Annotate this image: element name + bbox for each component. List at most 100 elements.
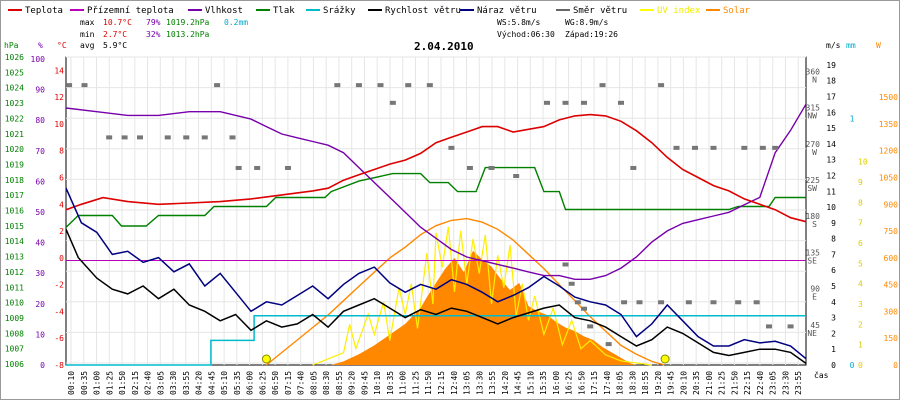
wind-direction-point xyxy=(636,300,643,305)
time-tick-label: 11:25 xyxy=(412,371,421,395)
wind-direction-point xyxy=(235,165,242,170)
wind-direction-point xyxy=(334,83,341,88)
legend-label-vlhkost: Vlhkost xyxy=(205,6,243,16)
uv-tick-label: 3 xyxy=(858,300,863,309)
wind-direction-point xyxy=(137,135,143,140)
time-tick-label: 20:35 xyxy=(692,371,701,395)
wind-direction-point xyxy=(562,262,569,267)
stats-avg-label: avg xyxy=(80,41,95,50)
direction-degree-label: 45 xyxy=(810,321,820,330)
solar-tick-label: 600 xyxy=(884,254,899,263)
time-tick-label: 23:55 xyxy=(794,371,803,395)
series-teplota xyxy=(65,113,807,223)
time-tick-label: 07:15 xyxy=(284,371,293,395)
wind-tick-label: 15 xyxy=(826,124,836,133)
time-tick-label: 13:05 xyxy=(463,371,472,395)
pressure-tick-label: 1009 xyxy=(5,314,24,323)
temperature-tick-label: 8 xyxy=(59,147,64,156)
wind-direction-point xyxy=(787,324,794,329)
wind-direction-point xyxy=(753,300,760,305)
wind-tick-label: 7 xyxy=(831,250,836,259)
wind-direction-point xyxy=(568,281,575,286)
direction-compass-label: NE xyxy=(807,329,817,338)
time-tick-label: 15:35 xyxy=(539,371,548,395)
series-tlak xyxy=(65,166,806,228)
wind-direction-point xyxy=(513,174,520,179)
wind-direction-point xyxy=(285,165,291,170)
solar-tick-label: 1200 xyxy=(879,147,898,156)
pressure-tick-label: 1008 xyxy=(5,329,24,338)
stats-max-label: max xyxy=(80,18,95,27)
temperature-tick-label: 4 xyxy=(59,200,64,209)
pressure-tick-label: 1013 xyxy=(5,253,24,262)
time-tick-label: 03:55 xyxy=(182,371,191,395)
time-tick-label: 11:00 xyxy=(399,371,408,395)
sun-marker xyxy=(660,354,670,364)
rain-tick-label: 0 xyxy=(850,361,855,370)
humidity-tick-label: 80 xyxy=(35,116,45,125)
solar-tick-label: 1050 xyxy=(879,174,898,183)
time-tick-label: 06:25 xyxy=(258,371,267,395)
time-tick-label: 01:00 xyxy=(93,371,102,395)
time-tick-label: 23:30 xyxy=(782,371,791,395)
pressure-tick-label: 1007 xyxy=(5,345,24,354)
uv-tick-label: 10 xyxy=(858,158,868,167)
time-tick-label: 10:10 xyxy=(373,371,382,395)
wind-direction-point xyxy=(426,83,433,88)
time-tick-label: 16:25 xyxy=(565,371,574,395)
pressure-tick-label: 1017 xyxy=(5,191,24,200)
pressure-tick-label: 1020 xyxy=(5,145,24,154)
time-tick-label: 08:05 xyxy=(309,371,318,395)
humidity-tick-label: 40 xyxy=(35,239,45,248)
wind-tick-label: 6 xyxy=(831,266,836,275)
grid xyxy=(65,56,807,366)
temperature-tick-label: 2 xyxy=(59,227,64,236)
time-tick-label: 04:45 xyxy=(207,371,216,395)
wind-tick-label: 0 xyxy=(831,361,836,370)
time-tick-label: 08:55 xyxy=(335,371,344,395)
pressure-tick-label: 1016 xyxy=(5,207,24,216)
time-tick-label: 03:05 xyxy=(156,371,165,395)
uv-tick-label: 9 xyxy=(858,178,863,187)
time-tick-label: 02:15 xyxy=(131,371,140,395)
legend-label-tlak: Tlak xyxy=(273,6,295,16)
humidity-tick-label: 90 xyxy=(35,86,45,95)
time-tick-label: 21:00 xyxy=(705,371,714,395)
sun-marker xyxy=(261,354,271,364)
time-tick-label: 22:40 xyxy=(756,371,765,395)
wind-direction-point xyxy=(562,100,569,105)
wind-tick-label: 17 xyxy=(826,92,836,101)
time-tick-label: 07:40 xyxy=(297,371,306,395)
direction-degree-label: 270 xyxy=(806,140,821,149)
series-marks xyxy=(65,83,807,366)
stats-min-press: 1013.2hPa xyxy=(166,30,210,39)
direction-degree-label: 180 xyxy=(806,212,821,221)
series-solar xyxy=(265,217,665,366)
wind-direction-point xyxy=(581,100,587,105)
legend-label-smer-vetru: Směr větru xyxy=(573,6,627,16)
wind-direction-point xyxy=(685,300,692,305)
rain-tick-label: 1 xyxy=(850,115,855,124)
time-tick-label: 10:35 xyxy=(386,371,395,395)
wind-direction-point xyxy=(66,83,73,88)
solar-tick-label: 150 xyxy=(884,334,899,343)
temperature-tick-label: 0 xyxy=(59,254,64,263)
wind-direction-point xyxy=(599,83,606,88)
solar-tick-label: 1350 xyxy=(879,120,898,129)
unit-mm: mm xyxy=(846,41,856,50)
wind-direction-point xyxy=(106,135,113,140)
time-tick-label: 13:55 xyxy=(488,371,497,395)
direction-degree-label: 360 xyxy=(806,67,821,76)
wind-tick-label: 4 xyxy=(831,298,836,307)
unit-celsius: °C xyxy=(57,41,67,50)
axes: 1026102510241023102210211020101910181017… xyxy=(5,53,898,395)
unit-hpa: hPa xyxy=(4,41,19,50)
uv-tick-label: 5 xyxy=(858,259,863,268)
wind-direction-point xyxy=(355,83,362,88)
time-tick-label: 00:10 xyxy=(67,371,76,395)
time-tick-label: 19:45 xyxy=(667,371,676,395)
wind-direction-point xyxy=(772,145,779,150)
direction-degree-label: 90 xyxy=(810,285,820,294)
pressure-tick-label: 1014 xyxy=(5,237,24,246)
